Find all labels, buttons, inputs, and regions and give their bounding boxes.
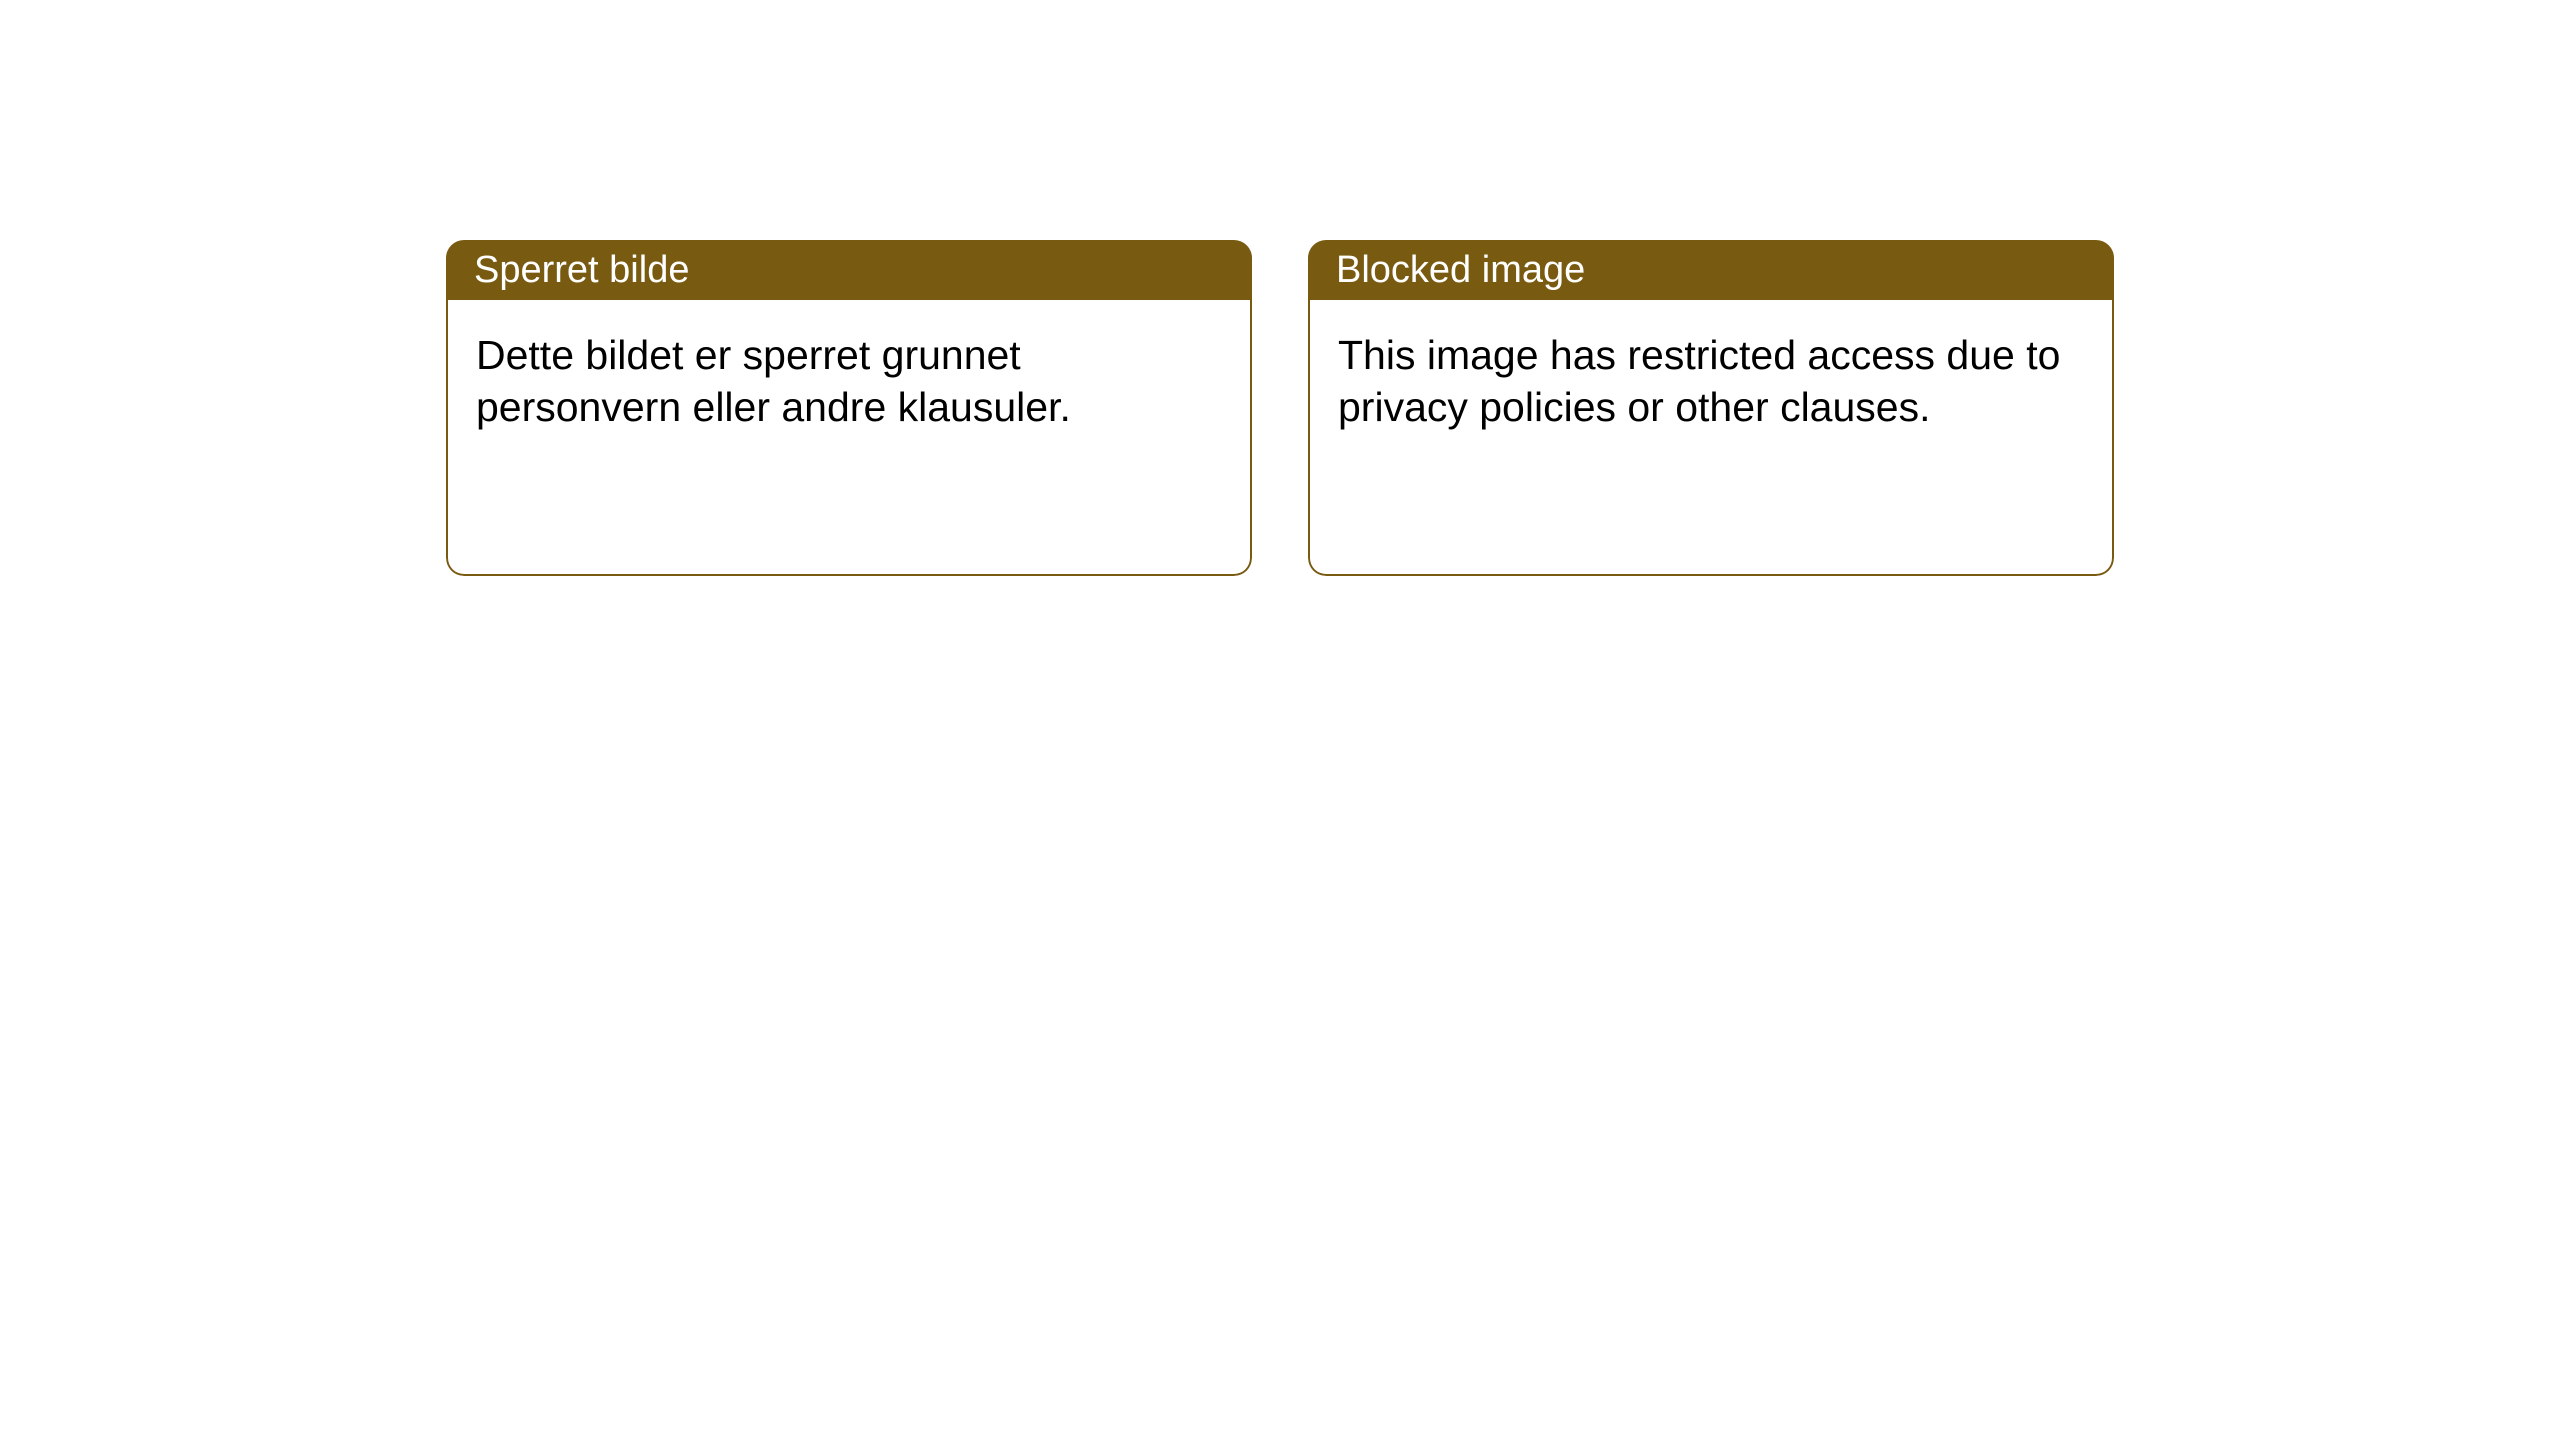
card-header: Blocked image [1308, 240, 2114, 300]
card-title: Blocked image [1336, 249, 1585, 292]
notice-cards-container: Sperret bilde Dette bildet er sperret gr… [446, 240, 2114, 576]
card-body-text: Dette bildet er sperret grunnet personve… [476, 330, 1222, 433]
notice-card-norwegian: Sperret bilde Dette bildet er sperret gr… [446, 240, 1252, 576]
card-body: This image has restricted access due to … [1308, 300, 2114, 576]
card-body: Dette bildet er sperret grunnet personve… [446, 300, 1252, 576]
card-header: Sperret bilde [446, 240, 1252, 300]
card-body-text: This image has restricted access due to … [1338, 330, 2084, 433]
card-title: Sperret bilde [474, 249, 689, 292]
notice-card-english: Blocked image This image has restricted … [1308, 240, 2114, 576]
